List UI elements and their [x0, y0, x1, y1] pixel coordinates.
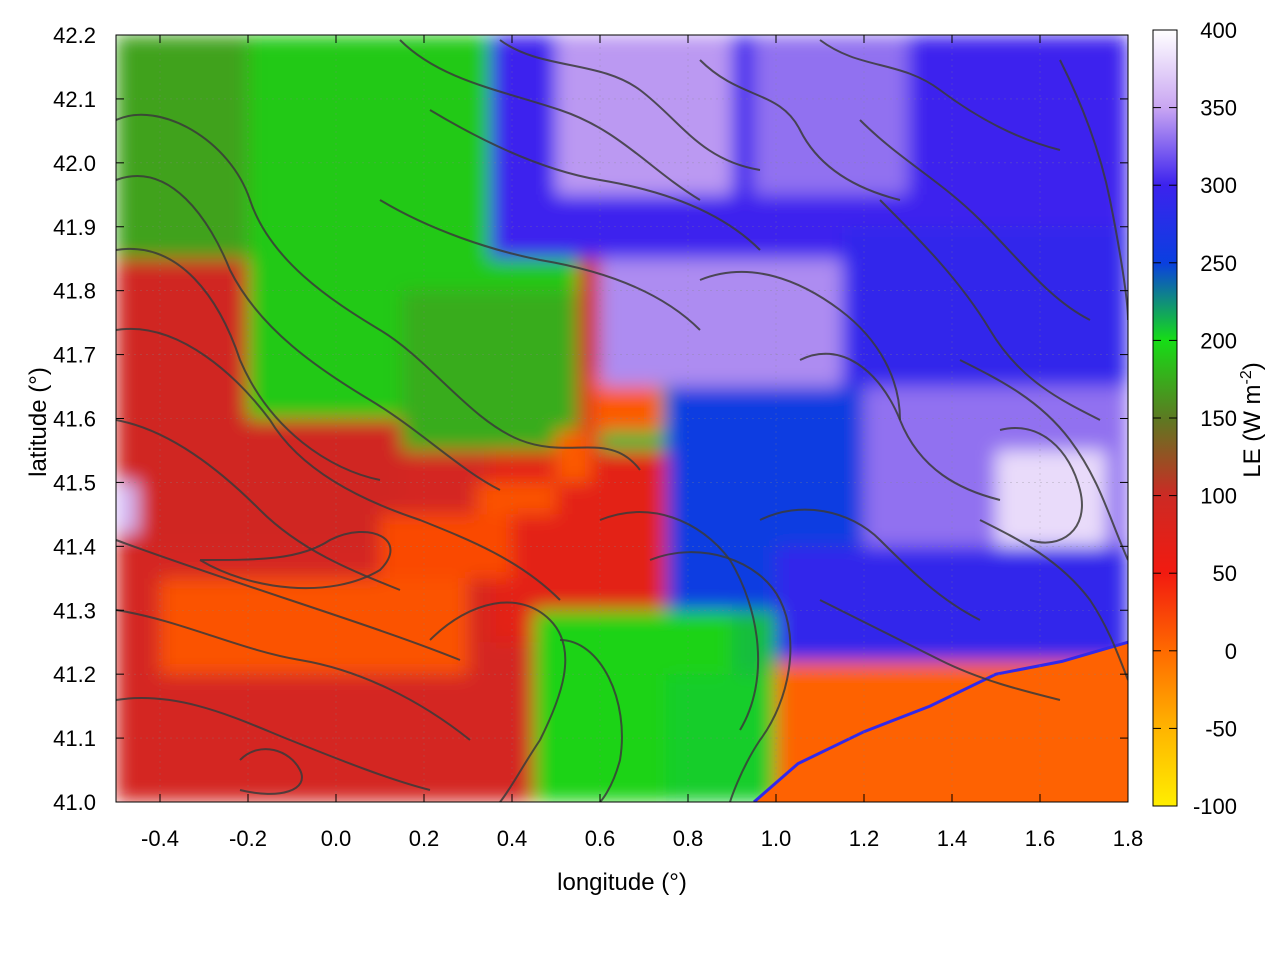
- y-tick-label: 41.7: [53, 343, 96, 368]
- contour-line-13: [399, 39, 701, 201]
- contour-line-21: [699, 271, 901, 421]
- colorbar-label-main: LE (W m: [1239, 384, 1266, 477]
- field-region-10: [476, 482, 556, 515]
- contour-lines: [116, 39, 1128, 802]
- colorbar-tick-label: -100: [1193, 794, 1237, 819]
- contour-line-1: [116, 175, 501, 491]
- x-axis-label: longitude (°): [557, 869, 687, 896]
- x-tick-label: -0.4: [141, 826, 179, 851]
- contour-line-27: [979, 519, 1128, 681]
- contour-line-28: [1059, 59, 1128, 321]
- x-tick-label: 1.2: [849, 826, 880, 851]
- contour-line-20: [879, 199, 1101, 421]
- field-region-9: [380, 514, 512, 579]
- contour-line-26: [999, 427, 1083, 544]
- contour-line-18: [819, 39, 1061, 151]
- y-tick-label: 41.6: [53, 407, 96, 432]
- field-region-16: [600, 258, 842, 387]
- contour-line-0: [116, 113, 641, 471]
- colorbar-label-end: ): [1239, 362, 1266, 370]
- colorbar-tick-label: 250: [1200, 251, 1237, 276]
- field-region-11: [556, 431, 592, 483]
- colorbar-tick-label: 400: [1200, 18, 1237, 43]
- colorbar-tick-label: 300: [1200, 173, 1237, 198]
- field-region-4: [116, 35, 248, 259]
- contour-line-9: [429, 601, 567, 802]
- y-tick-label: 41.5: [53, 470, 96, 495]
- x-tick-label: 0.6: [585, 826, 616, 851]
- field-region-5: [402, 290, 578, 451]
- y-axis-label: latitude (°): [25, 367, 52, 477]
- colorbar-tick-label: -50: [1205, 716, 1237, 741]
- x-tick-label: 0.8: [673, 826, 704, 851]
- colorbar-tick-label: 50: [1213, 561, 1237, 586]
- contour-line-12: [599, 511, 760, 731]
- colorbar-tick-label: 350: [1200, 96, 1237, 121]
- x-tick-label: 0.0: [321, 826, 352, 851]
- colorbar-tick-label: 100: [1200, 484, 1237, 509]
- contour-line-14: [429, 109, 761, 251]
- contour-line-6: [116, 609, 471, 741]
- x-tick-label: 1.8: [1113, 826, 1144, 851]
- contour-line-10: [559, 639, 623, 802]
- contour-line-19: [859, 119, 1091, 321]
- y-tick-label: 41.0: [53, 790, 96, 815]
- x-tick-label: -0.2: [229, 826, 267, 851]
- y-tick-label: 42.2: [53, 23, 96, 48]
- contour-line-8: [199, 531, 392, 590]
- contour-line-22: [799, 352, 1001, 501]
- x-axis: -0.4 -0.2 0.0 0.2 0.4 0.6 0.8 1.0 1.2 1.4 1.6 1.8: [141, 35, 1143, 851]
- field-region-22: [666, 674, 776, 802]
- contour-line-5: [116, 539, 461, 661]
- colorbar-tick-label: 0: [1225, 639, 1237, 664]
- contour-line-11: [649, 551, 792, 802]
- y-axis: 41.0 41.1 41.2 41.3 41.4 41.5 41.6 41.7 41.8 41.9…: [53, 23, 1128, 815]
- contour-line-2: [116, 247, 381, 481]
- field-region-15: [754, 35, 908, 195]
- contour-line-29: [239, 748, 303, 795]
- colorbar-tick-label: 150: [1200, 406, 1237, 431]
- contour-line-23: [759, 508, 981, 621]
- coastline: [753, 640, 1128, 802]
- colorbar-tick-label: 200: [1200, 328, 1237, 353]
- colorbar-label: LE (W m-2): [1238, 362, 1266, 478]
- y-tick-label: 42.0: [53, 151, 96, 176]
- y-tick-label: 41.1: [53, 726, 96, 751]
- y-tick-label: 41.3: [53, 598, 96, 623]
- contour-line-17: [699, 59, 901, 201]
- contour-line-15: [379, 199, 701, 331]
- x-tick-label: 0.4: [497, 826, 528, 851]
- field-region-21: [776, 546, 1128, 675]
- y-tick-label: 41.4: [53, 534, 96, 559]
- contour-line-4: [116, 419, 401, 591]
- colorbar-label-sup: -2: [1238, 370, 1255, 384]
- y-tick-label: 41.9: [53, 215, 96, 240]
- y-tick-label: 41.2: [53, 662, 96, 687]
- contour-line-16: [499, 39, 761, 171]
- contour-line-3: [116, 327, 561, 601]
- y-tick-label: 42.1: [53, 87, 96, 112]
- contour-line-25: [959, 359, 1128, 561]
- x-tick-label: 1.4: [937, 826, 968, 851]
- x-tick-label: 0.2: [409, 826, 440, 851]
- contour-line-7: [116, 697, 431, 791]
- field-region-14: [556, 35, 732, 195]
- contour-line-24: [819, 599, 1061, 701]
- colorbar-ticks: -100 -50 0 50 100 150 200 250 300 350 400: [1153, 18, 1237, 819]
- x-tick-label: 1.6: [1025, 826, 1056, 851]
- field-region-8: [160, 578, 468, 675]
- colorbar: -100 -50 0 50 100 150 200 250 300 350 400 LE (W m-…: [1152, 18, 1266, 819]
- x-tick-label: 1.0: [761, 826, 792, 851]
- sea-area: [754, 642, 1128, 802]
- field-region-24: [116, 482, 138, 534]
- y-tick-label: 41.8: [53, 279, 96, 304]
